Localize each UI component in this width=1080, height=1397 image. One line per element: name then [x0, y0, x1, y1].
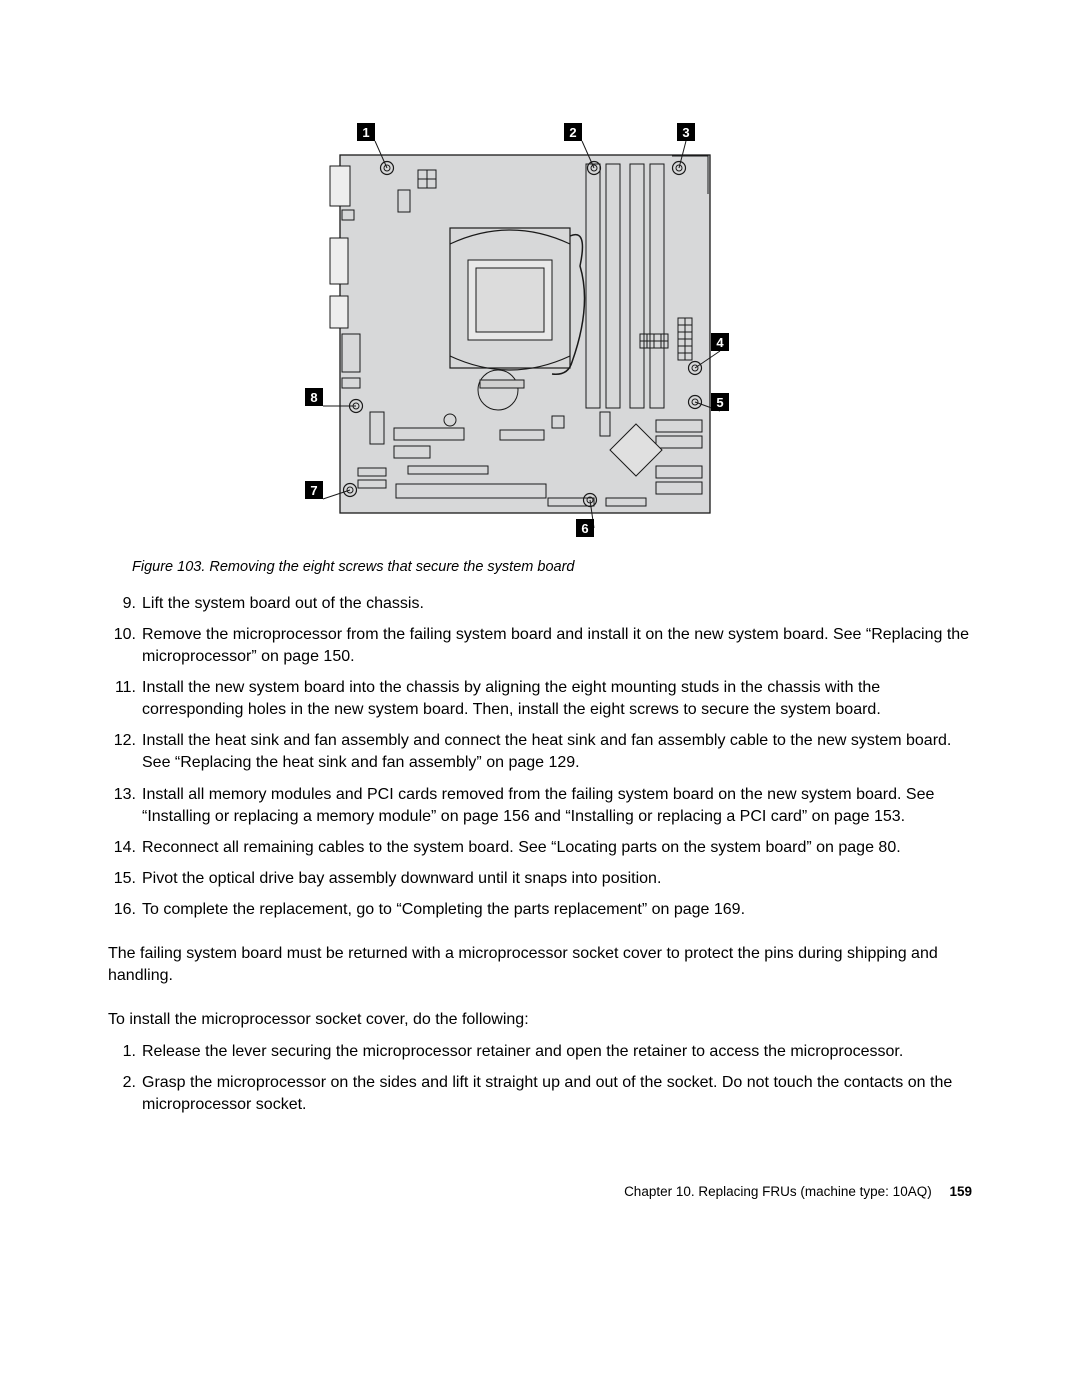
- substep-item: 1.Release the lever securing the micropr…: [108, 1041, 972, 1063]
- system-board-diagram: 1 2 3 4 5 6 7 8: [300, 110, 780, 540]
- page-content: 1 2 3 4 5 6 7 8 Figure 103. Removing the eight …: [108, 110, 972, 1125]
- chapter-label: Chapter 10. Replacing FRUs (machine type…: [624, 1184, 932, 1199]
- step-item: 13.Install all memory modules and PCI ca…: [108, 784, 972, 828]
- step-item: 9.Lift the system board out of the chass…: [108, 593, 972, 615]
- svg-text:8: 8: [310, 390, 317, 405]
- step-item: 16.To complete the replacement, go to “C…: [108, 899, 972, 921]
- page-footer: Chapter 10. Replacing FRUs (machine type…: [108, 1184, 972, 1199]
- step-item: 11.Install the new system board into the…: [108, 677, 972, 721]
- page-number: 159: [949, 1184, 972, 1199]
- substep-item: 2.Grasp the microprocessor on the sides …: [108, 1072, 972, 1116]
- figure-caption: Figure 103. Removing the eight screws th…: [132, 559, 972, 575]
- step-item: 14.Reconnect all remaining cables to the…: [108, 837, 972, 859]
- step-item: 12.Install the heat sink and fan assembl…: [108, 730, 972, 774]
- svg-text:7: 7: [310, 483, 317, 498]
- step-item: 10.Remove the microprocessor from the fa…: [108, 624, 972, 668]
- figure-103: 1 2 3 4 5 6 7 8: [108, 110, 972, 545]
- socket-cover-steps: 1.Release the lever securing the micropr…: [108, 1041, 972, 1116]
- intro-paragraph: To install the microprocessor socket cov…: [108, 1009, 972, 1031]
- svg-text:6: 6: [581, 521, 588, 536]
- svg-text:3: 3: [682, 125, 689, 140]
- svg-text:4: 4: [716, 335, 724, 350]
- svg-text:5: 5: [716, 395, 723, 410]
- note-paragraph: The failing system board must be returne…: [108, 943, 972, 987]
- step-item: 15.Pivot the optical drive bay assembly …: [108, 868, 972, 890]
- svg-text:1: 1: [362, 125, 369, 140]
- svg-text:2: 2: [569, 125, 576, 140]
- procedure-steps: 9.Lift the system board out of the chass…: [108, 593, 972, 921]
